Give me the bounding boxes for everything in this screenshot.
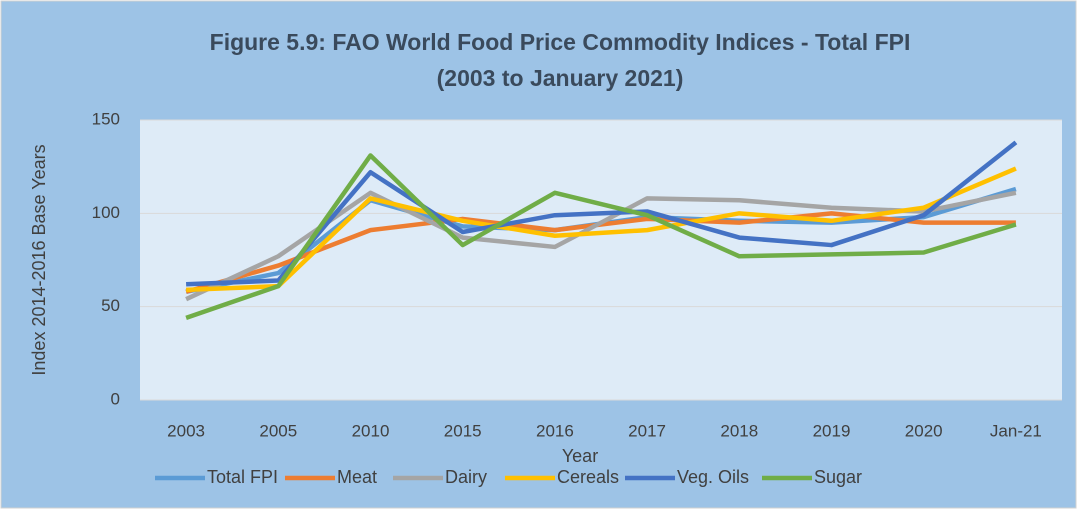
y-tick-label: 100 bbox=[92, 203, 120, 222]
series-line bbox=[186, 166, 1017, 293]
series-line bbox=[185, 153, 1017, 320]
legend-label: Sugar bbox=[814, 467, 862, 487]
x-tick-label: 2005 bbox=[259, 421, 297, 440]
series-line bbox=[186, 140, 1018, 287]
legend-label: Total FPI bbox=[207, 467, 278, 487]
legend-label: Meat bbox=[337, 467, 377, 487]
x-tick-label: 2018 bbox=[720, 421, 758, 440]
x-tick-label: 2015 bbox=[444, 421, 482, 440]
legend-label: Cereals bbox=[557, 467, 619, 487]
y-tick-label: 50 bbox=[101, 296, 120, 315]
x-axis-label: Year bbox=[562, 446, 598, 466]
y-axis-label: Index 2014-2016 Base Years bbox=[29, 144, 49, 375]
y-tick-label: 0 bbox=[111, 389, 120, 408]
chart-title: Figure 5.9: FAO World Food Price Commodi… bbox=[210, 29, 911, 55]
x-tick-label: Jan-21 bbox=[990, 421, 1042, 440]
x-tick-label: 2016 bbox=[536, 421, 574, 440]
x-tick-label: 2019 bbox=[813, 421, 851, 440]
chart-subtitle: (2003 to January 2021) bbox=[437, 65, 684, 91]
y-tick-label: 150 bbox=[92, 109, 120, 128]
x-tick-label: 2020 bbox=[905, 421, 943, 440]
legend-label: Veg. Oils bbox=[677, 467, 749, 487]
plot-area bbox=[140, 120, 1062, 400]
x-tick-label: 2017 bbox=[628, 421, 666, 440]
x-tick-label: 2003 bbox=[167, 421, 205, 440]
legend-label: Dairy bbox=[445, 467, 487, 487]
x-tick-label: 2010 bbox=[352, 421, 390, 440]
